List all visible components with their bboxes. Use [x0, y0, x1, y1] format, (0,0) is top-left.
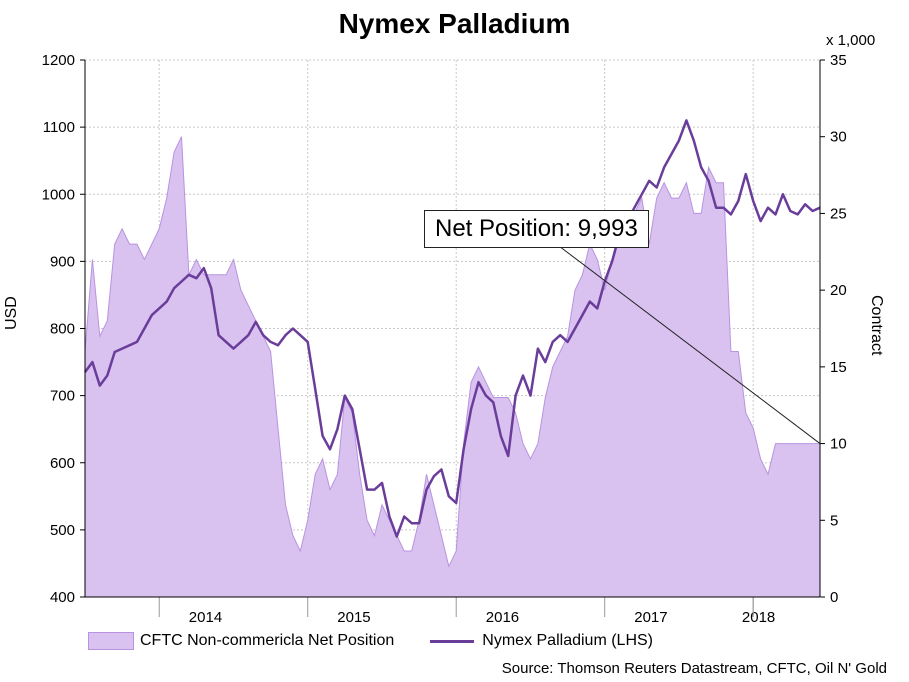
y-right-tick-label: 5 [830, 512, 838, 529]
legend-label-net-position: CFTC Non-commericla Net Position [140, 632, 395, 649]
y-left-tick-label: 1000 [42, 186, 75, 203]
y-left-tick-label: 700 [50, 388, 75, 405]
legend-area-swatch [88, 632, 134, 650]
chart-title: Nymex Palladium [338, 8, 571, 39]
source-note: Source: Thomson Reuters Datastream, CFTC… [501, 660, 887, 677]
y-left-tick-label: 500 [50, 522, 75, 539]
annotation-leader-line [554, 242, 821, 444]
y-right-tick-label: 25 [830, 205, 847, 222]
net-position-annotation: Net Position: 9,993 [424, 210, 649, 248]
legend-item-net-position: CFTC Non-commericla Net Position [88, 632, 394, 650]
y-left-tick-label: 600 [50, 455, 75, 472]
y-right-tick-label: 0 [830, 589, 838, 606]
y-left-tick-label: 900 [50, 253, 75, 270]
legend-item-palladium: Nymex Palladium (LHS) [430, 632, 653, 650]
y-left-tick-label: 800 [50, 321, 75, 338]
y-right-tick-label: 30 [830, 129, 847, 146]
x-tick-label: 2018 [742, 609, 775, 626]
y-left-tick-label: 1200 [42, 52, 75, 69]
right-axis-unit: x 1,000 [826, 32, 876, 49]
y-right-tick-label: 15 [830, 359, 847, 376]
y-left-tick-label: 400 [50, 589, 75, 606]
y-right-tick-label: 10 [830, 436, 847, 453]
net-position-area [84, 136, 821, 598]
y-right-tick-label: 35 [830, 52, 847, 69]
x-tick-label: 2017 [634, 609, 667, 626]
legend-label-palladium: Nymex Palladium (LHS) [482, 632, 653, 649]
x-tick-label: 2015 [337, 609, 370, 626]
x-tick-label: 2016 [486, 609, 519, 626]
legend-line-swatch [430, 639, 475, 643]
x-tick-label: 2014 [189, 609, 222, 626]
y-left-tick-label: 1100 [43, 119, 75, 136]
y-right-tick-label: 20 [830, 282, 847, 299]
legend: CFTC Non-commericla Net Position Nymex P… [88, 632, 689, 650]
palladium-price-line [83, 119, 821, 538]
